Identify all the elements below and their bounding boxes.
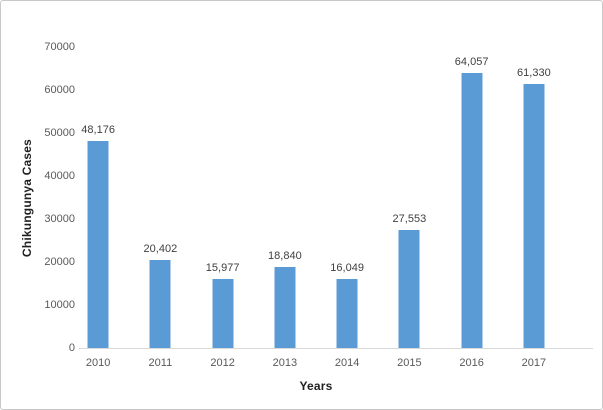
bar-slot-2017: 61,330 [503, 47, 565, 348]
y-tick-label: 40000 [44, 170, 75, 182]
bar-slot-2016: 64,057 [441, 47, 503, 348]
bar-2010 [87, 140, 109, 348]
bar-value-label: 16,049 [330, 262, 364, 274]
x-tick-label: 2011 [148, 357, 173, 369]
bar-2015 [398, 229, 420, 348]
y-axis-tick-labels: 0 10000 20000 30000 40000 50000 60000 70000 [1, 1, 76, 409]
x-tick-label: 2017 [521, 357, 547, 369]
x-axis-tick-labels: 2010 2011 2012 2013 2014 2015 2016 2017 [67, 356, 565, 370]
bar-2017 [523, 84, 545, 348]
bar-value-label: 18,840 [268, 250, 302, 262]
x-tick-label: 2010 [85, 357, 111, 369]
bar-2014 [336, 279, 358, 348]
y-tick-label: 10000 [44, 299, 75, 311]
bar-value-label: 20,402 [143, 243, 178, 256]
bar-2012 [212, 279, 234, 348]
bar-slot-2014: 16,049 [316, 47, 378, 348]
bar-slot-2010: 48,176 [67, 47, 129, 348]
y-tick-label: 70000 [44, 41, 75, 53]
bar-slot-2015: 27,553 [378, 47, 440, 348]
bar-2013 [274, 267, 296, 348]
bar-2016 [461, 72, 483, 348]
x-tick-label: 2012 [210, 357, 235, 369]
bar-value-label: 64,057 [454, 55, 489, 68]
bar-2011 [149, 260, 171, 348]
x-tick-label: 2015 [397, 357, 422, 369]
x-tick-label: 2014 [334, 357, 360, 369]
y-tick-label: 20000 [44, 256, 75, 268]
x-tick-label: 2013 [272, 357, 298, 369]
bar-value-label: 48,176 [81, 123, 115, 136]
x-axis-title: Years [299, 379, 333, 393]
bar-value-label: 61,330 [517, 67, 551, 80]
bar-value-label: 15,977 [205, 262, 240, 275]
plot-area: 48,176 20,402 15,977 18,840 16,049 27,553 64,0… [67, 47, 565, 348]
y-tick-label: 50000 [44, 127, 75, 139]
x-tick-label: 2016 [459, 357, 484, 369]
bar-slot-2013: 18,840 [254, 47, 316, 348]
y-tick-label: 0 [68, 342, 75, 354]
y-tick-label: 30000 [44, 213, 75, 225]
bar-slot-2011: 20,402 [129, 47, 191, 348]
y-tick-label: 60000 [44, 84, 75, 96]
x-axis-line [79, 348, 593, 349]
bar-value-label: 27,553 [392, 212, 427, 225]
bar-slot-2012: 15,977 [192, 47, 254, 348]
